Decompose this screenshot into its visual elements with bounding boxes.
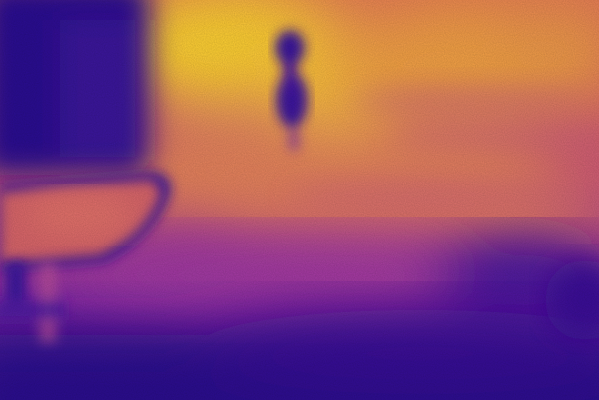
- thermal-image-canvas: [0, 0, 599, 400]
- sensor-noise: [0, 0, 599, 400]
- thermal-image: [0, 0, 599, 400]
